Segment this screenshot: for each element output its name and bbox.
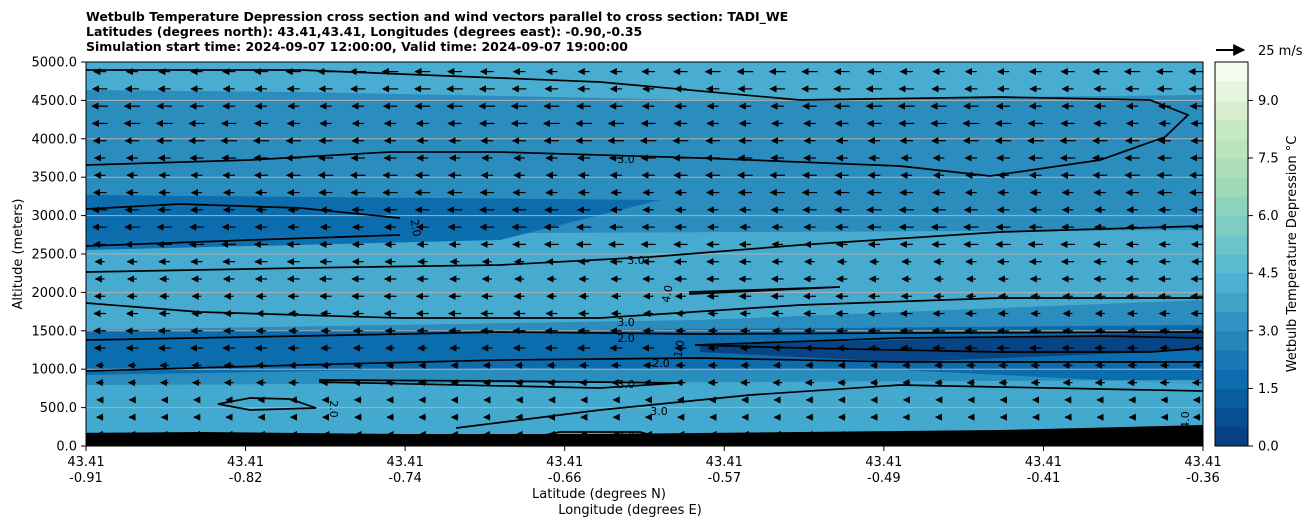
title-line-1: Wetbulb Temperature Depression cross sec… <box>86 9 788 25</box>
y-tick-label: 2500.0 <box>32 248 78 263</box>
contour-line <box>86 357 1203 372</box>
contour-label: 2.0 <box>327 400 340 418</box>
x-tick-lat: 43.41 <box>227 455 264 470</box>
x-tick-lat: 43.41 <box>546 455 583 470</box>
terrain <box>86 425 1203 446</box>
colorbar-segment <box>1215 388 1248 409</box>
title-line-3: Simulation start time: 2024-09-07 12:00:… <box>86 39 628 54</box>
colorbar-segment <box>1215 369 1248 389</box>
y-tick-label: 5000.0 <box>32 56 78 71</box>
colorbar-tick-label: 4.5 <box>1258 267 1279 282</box>
y-tick-label: 2000.0 <box>32 286 78 301</box>
colorbar-segment <box>1215 350 1248 370</box>
y-tick-label: 3000.0 <box>32 209 78 224</box>
colorbar: 0.0 1.5 3.0 4.5 6.0 7.5 9.0 <box>1214 61 1279 455</box>
contour-label: 3.0 <box>617 153 635 166</box>
contour-label: 3.0 <box>617 430 635 443</box>
contour-label: 2.0 <box>617 332 635 345</box>
contour-label: 4.0 <box>660 284 676 303</box>
colorbar-segment <box>1215 407 1248 428</box>
x-tick-lat: 43.41 <box>67 455 104 470</box>
contour-label: 4.0 <box>1179 411 1192 429</box>
contour-line <box>86 203 401 219</box>
x-axis: 43.41-0.9143.41-0.8243.41-0.7443.41-0.66… <box>67 446 1222 486</box>
x-tick-lon: -0.41 <box>1027 471 1061 486</box>
contour-label: 3.0 <box>627 254 645 267</box>
x-tick-lon: -0.36 <box>1186 471 1220 486</box>
contour-label: 2.0 <box>652 357 670 370</box>
colorbar-tick-label: 0.0 <box>1258 440 1279 455</box>
contour-label: 2.0 <box>408 218 424 237</box>
colorbar-segment <box>1215 426 1248 447</box>
colorbar-segment <box>1215 234 1248 255</box>
colorbar-segment <box>1215 62 1248 82</box>
y-axis: 0.0 500.0 1000.0 1500.0 2000.0 2500.0 3000.0 35… <box>32 56 86 455</box>
colorbar-segment <box>1215 119 1248 140</box>
x-axis-label-lat: Latitude (degrees N) <box>532 487 666 502</box>
colorbar-label: Wetbulb Temperature Depression °C <box>1285 136 1300 373</box>
contour-line <box>86 225 1203 273</box>
x-tick-lon: -0.74 <box>388 471 422 486</box>
colorbar-segment <box>1215 158 1248 178</box>
colorbar-segment <box>1215 292 1248 313</box>
contour-label: 3.0 <box>650 405 668 418</box>
colorbar-segment <box>1215 273 1248 293</box>
x-tick-lon: -0.49 <box>867 471 901 486</box>
y-tick-label: 4000.0 <box>32 132 78 147</box>
plot-area <box>86 62 1203 446</box>
colorbar-tick-label: 1.5 <box>1258 382 1279 397</box>
contour-line <box>86 234 401 247</box>
title-line-2: Latitudes (degrees north): 43.41,43.41, … <box>86 24 642 39</box>
colorbar-segment <box>1215 100 1248 121</box>
colorbar-segment <box>1215 177 1248 197</box>
contour-labels: 3.02.03.04.03.02.01.02.03.02.0 3.03.04.0 <box>327 153 1192 443</box>
colorbar-tick-label: 9.0 <box>1258 94 1279 109</box>
contour-line <box>455 384 1203 429</box>
x-tick-lon: -0.66 <box>548 471 582 486</box>
contour-line <box>86 331 1203 341</box>
x-tick-lat: 43.41 <box>865 455 902 470</box>
y-tick-label: 3500.0 <box>32 171 78 186</box>
colorbar-segment <box>1215 330 1248 351</box>
x-tick-lon: -0.57 <box>707 471 741 486</box>
x-tick-lon: -0.82 <box>229 471 263 486</box>
colorbar-frame <box>1214 61 1249 447</box>
colorbar-tick-label: 6.0 <box>1258 209 1279 224</box>
contour-line <box>217 397 317 411</box>
colorbar-segment <box>1215 81 1248 101</box>
contour-label: 3.0 <box>617 378 635 391</box>
contour-bands <box>86 62 1203 435</box>
x-tick-lat: 43.41 <box>706 455 743 470</box>
wind-vectors <box>91 67 1203 439</box>
x-tick-lat: 43.41 <box>387 455 424 470</box>
contour-lines <box>86 69 1203 440</box>
colorbar-segment <box>1215 138 1248 159</box>
y-axis-label: Altitude (meters) <box>11 199 26 310</box>
band-deep <box>700 332 1203 362</box>
contour-line <box>694 335 1203 353</box>
x-tick-lon: -0.91 <box>69 471 103 486</box>
x-tick-lat: 43.41 <box>1184 455 1221 470</box>
contour-line <box>319 379 678 389</box>
y-tick-label: 1000.0 <box>32 363 78 378</box>
y-tick-label: 500.0 <box>40 401 77 416</box>
contour-label: 1.0 <box>672 339 688 358</box>
contour-label: 3.0 <box>617 316 635 329</box>
y-tick-label: 0.0 <box>56 440 77 455</box>
gridlines <box>86 62 1203 446</box>
colorbar-segment <box>1215 254 1248 274</box>
colorbar-segment <box>1215 196 1248 217</box>
wind-key-label: 25 m/s <box>1258 44 1303 59</box>
contour-line <box>86 69 1190 177</box>
colorbar-tick-label: 7.5 <box>1258 152 1279 167</box>
x-tick-lat: 43.41 <box>1025 455 1062 470</box>
y-tick-label: 4500.0 <box>32 94 78 109</box>
contour-line <box>689 286 841 295</box>
x-axis-label-lon: Longitude (degrees E) <box>558 503 702 518</box>
colorbar-tick-label: 3.0 <box>1258 324 1279 339</box>
colorbar-segment <box>1215 311 1248 332</box>
colorbar-segment <box>1215 215 1248 236</box>
y-tick-label: 1500.0 <box>32 324 78 339</box>
